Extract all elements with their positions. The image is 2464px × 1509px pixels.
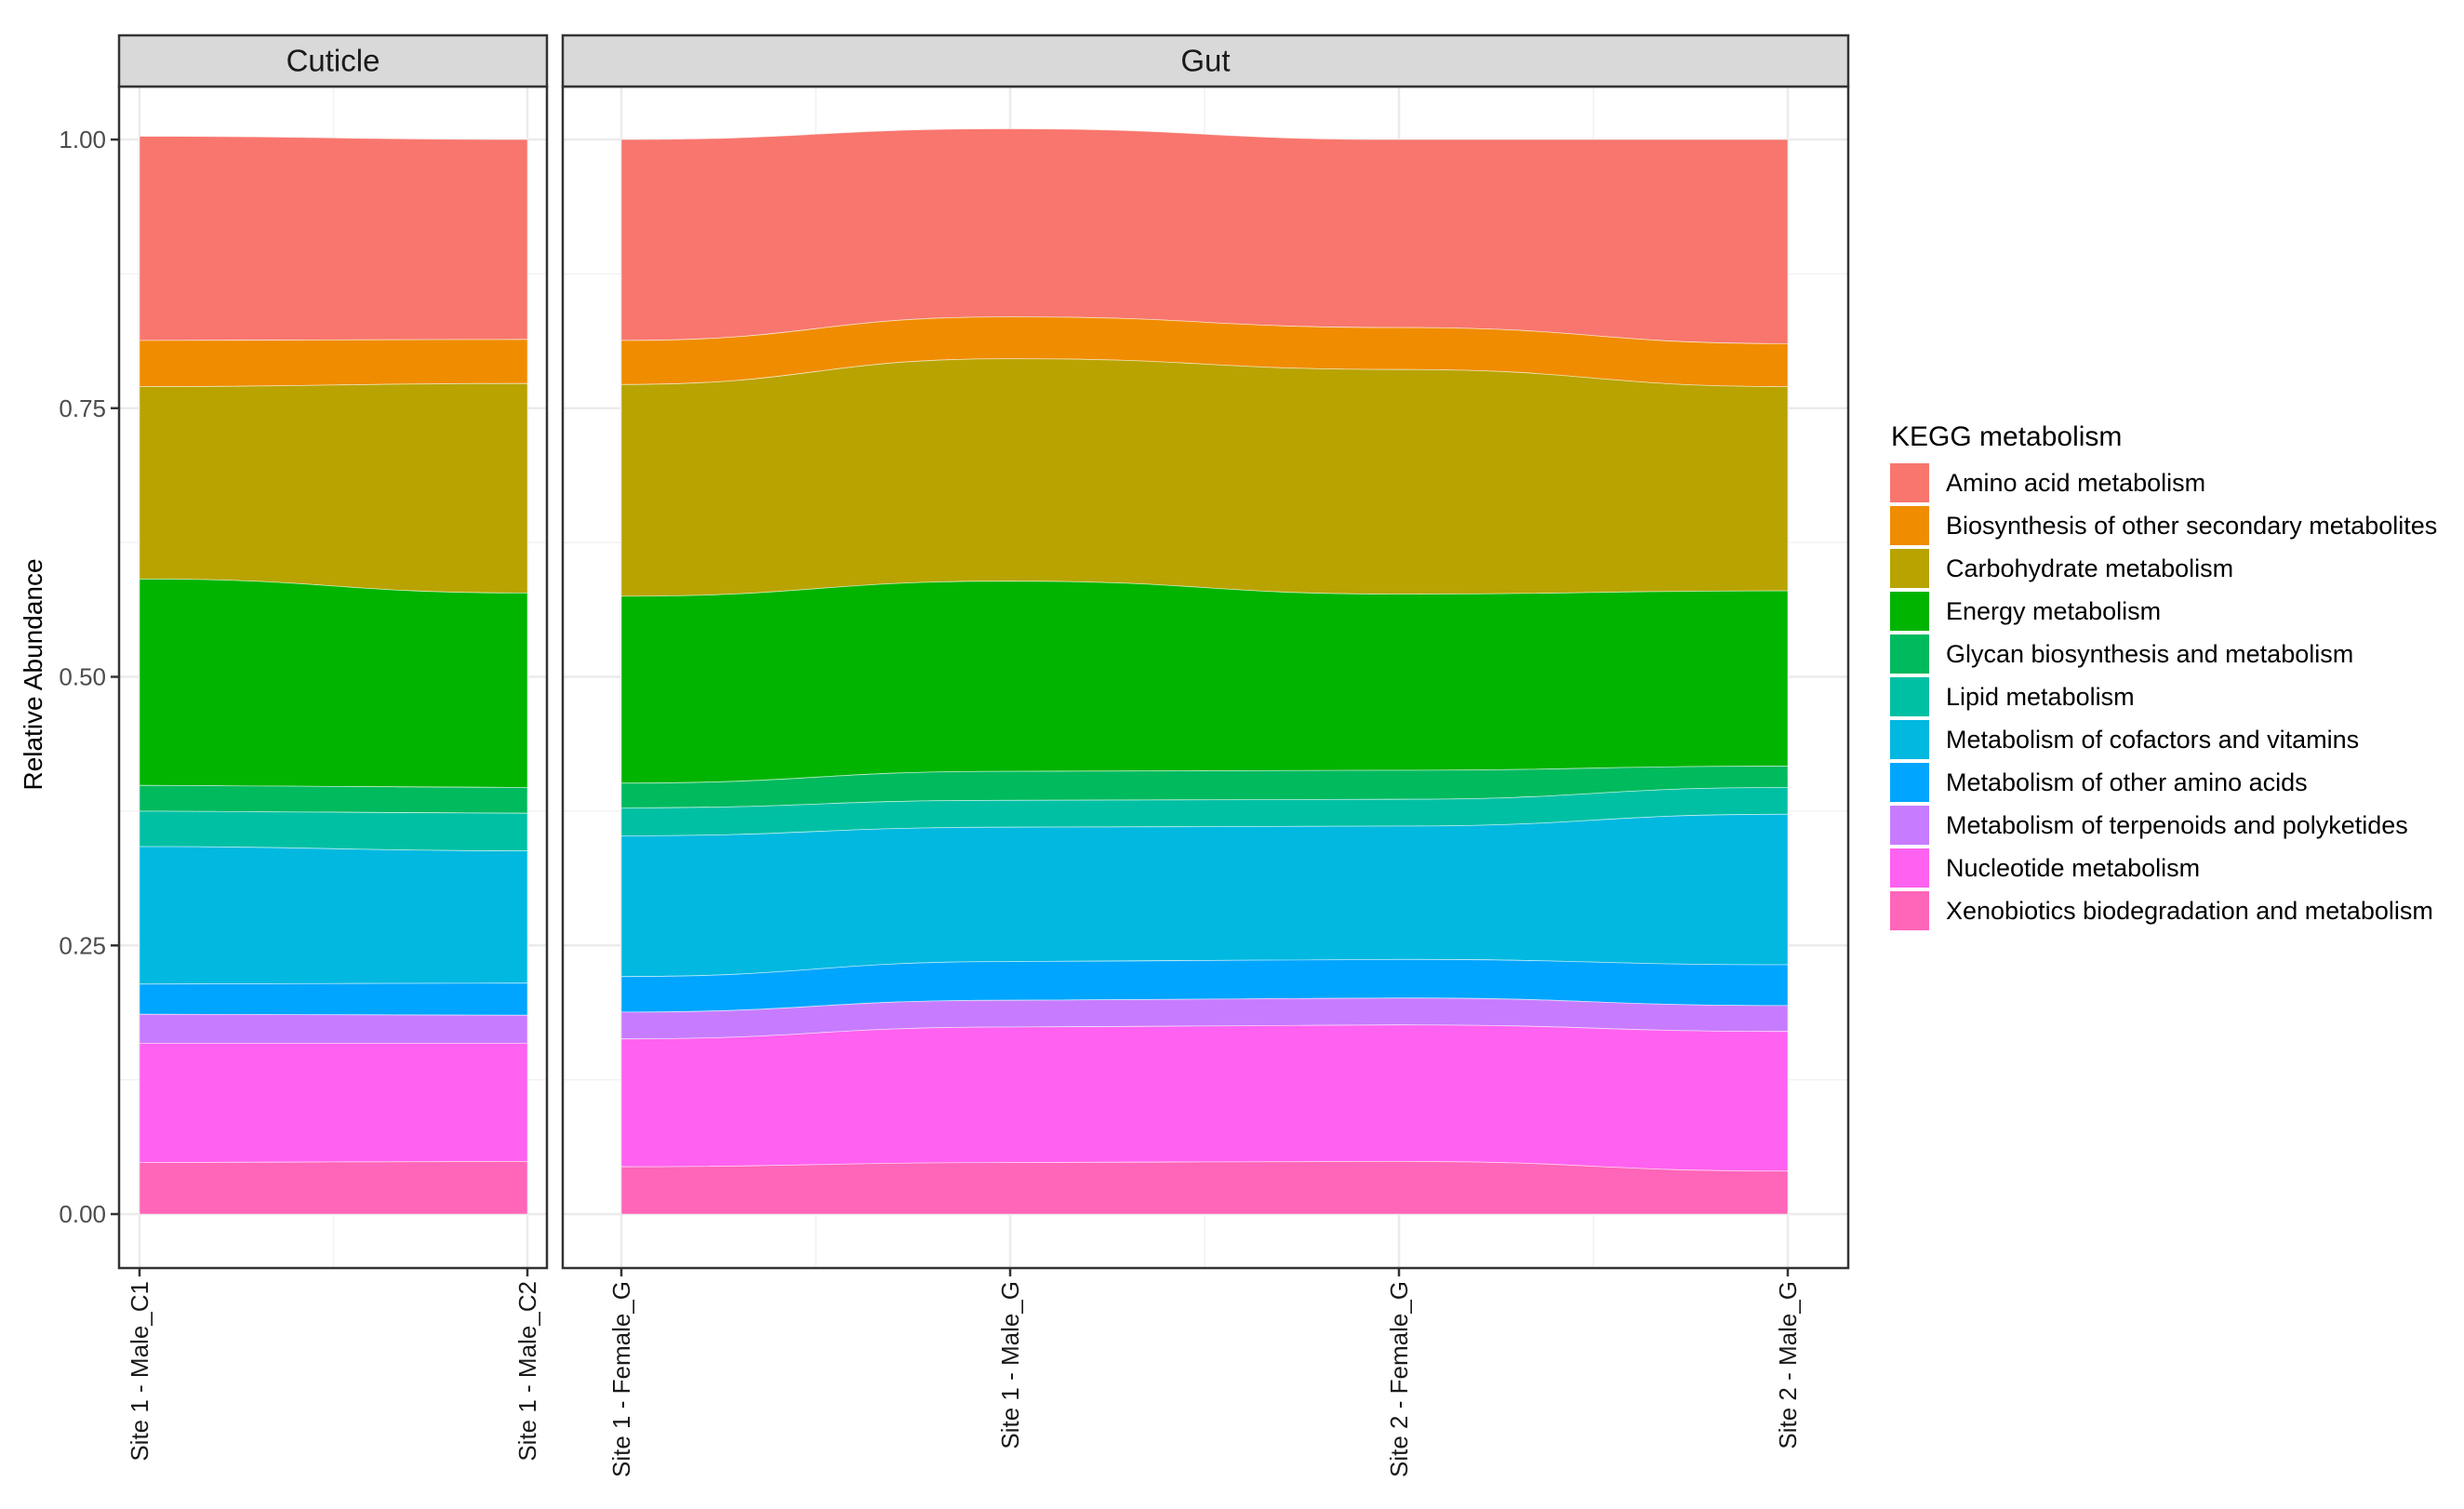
legend-title: KEGG metabolism bbox=[1891, 421, 2122, 452]
legend-label: Amino acid metabolism bbox=[1946, 469, 2205, 497]
y-tick-label: 0.50 bbox=[59, 663, 106, 691]
area-carbohydrate-metabolism bbox=[620, 358, 1789, 597]
x-tick-label: Site 1 - Female_G bbox=[607, 1281, 635, 1477]
area-amino-acid-metabolism bbox=[139, 136, 528, 341]
legend-key bbox=[1890, 677, 1929, 716]
legend-key bbox=[1890, 506, 1929, 545]
legend-item-amino-acid-metabolism: Amino acid metabolism bbox=[1890, 463, 2205, 502]
x-tick-label: Site 1 - Male_C2 bbox=[513, 1281, 541, 1462]
legend-item-carbohydrate-metabolism: Carbohydrate metabolism bbox=[1890, 549, 2233, 588]
x-tick-label: Site 2 - Male_G bbox=[1774, 1281, 1802, 1449]
area-xenobiotics-biodegradation-and-metabolism bbox=[620, 1160, 1789, 1215]
x-tick-label: Site 1 - Male_C1 bbox=[126, 1281, 153, 1462]
legend-item-nucleotide-metabolism: Nucleotide metabolism bbox=[1890, 848, 2200, 888]
facet-strip bbox=[561, 33, 1850, 88]
area-carbohydrate-metabolism bbox=[139, 382, 528, 594]
legend-key bbox=[1890, 848, 1929, 888]
legend-label: Energy metabolism bbox=[1946, 597, 2161, 625]
area-metabolism-of-terpenoids-and-polyketides bbox=[139, 1013, 528, 1044]
legend-item-lipid-metabolism: Lipid metabolism bbox=[1890, 677, 2135, 716]
legend-key bbox=[1890, 891, 1929, 930]
legend-label: Metabolism of terpenoids and polyketides bbox=[1946, 811, 2408, 839]
y-axis: 0.00 0.25 0.50 0.75 1.00 bbox=[59, 126, 119, 1228]
legend-label: Lipid metabolism bbox=[1946, 683, 2135, 711]
legend-label: Carbohydrate metabolism bbox=[1946, 554, 2233, 582]
legend-label: Metabolism of other amino acids bbox=[1946, 768, 2308, 796]
facet-strip-label: Gut bbox=[1180, 44, 1230, 78]
legend-key bbox=[1890, 634, 1929, 674]
legend-item-metabolism-of-cofactors-and-vitamins: Metabolism of cofactors and vitamins bbox=[1890, 720, 2359, 759]
legend-label: Glycan biosynthesis and metabolism bbox=[1946, 640, 2353, 668]
y-axis-title: Relative Abundance bbox=[19, 558, 47, 790]
area-nucleotide-metabolism bbox=[139, 1042, 528, 1164]
panel-cuticle: Cuticle Site 1 - Male_C1 Site 1 - Male_C2 bbox=[117, 33, 549, 1462]
x-tick-label: Site 1 - Male_G bbox=[996, 1281, 1024, 1449]
legend-key bbox=[1890, 720, 1929, 759]
legend: KEGG metabolism Amino acid metabolism Bio… bbox=[1890, 421, 2437, 930]
area-biosynthesis-of-other-secondary-metabolites bbox=[139, 339, 528, 388]
legend-item-metabolism-of-terpenoids-and-polyketides: Metabolism of terpenoids and polyketides bbox=[1890, 806, 2408, 845]
area-amino-acid-metabolism bbox=[620, 128, 1789, 344]
area-xenobiotics-biodegradation-and-metabolism bbox=[139, 1160, 528, 1215]
y-tick-label: 0.75 bbox=[59, 394, 106, 422]
panel-gut: Gut Site 1 - Female_G Site 1 - Male_G Site … bbox=[561, 33, 1850, 1477]
legend-item-glycan-biosynthesis-and-metabolism: Glycan biosynthesis and metabolism bbox=[1890, 634, 2353, 674]
legend-label: Metabolism of cofactors and vitamins bbox=[1946, 726, 2359, 754]
facet-strip-label: Cuticle bbox=[286, 44, 380, 78]
legend-item-xenobiotics-biodegradation-and-metabolism: Xenobiotics biodegradation and metabolis… bbox=[1890, 891, 2433, 930]
area-energy-metabolism bbox=[620, 581, 1789, 784]
y-tick-label: 0.00 bbox=[59, 1200, 106, 1228]
legend-item-metabolism-of-other-amino-acids: Metabolism of other amino acids bbox=[1890, 763, 2308, 802]
area-metabolism-of-cofactors-and-vitamins bbox=[620, 813, 1789, 978]
legend-key bbox=[1890, 549, 1929, 588]
legend-items: Amino acid metabolism Biosynthesis of oth… bbox=[1890, 463, 2437, 930]
area-lipid-metabolism bbox=[139, 810, 528, 852]
legend-item-energy-metabolism: Energy metabolism bbox=[1890, 592, 2161, 631]
y-tick-label: 0.25 bbox=[59, 931, 106, 959]
legend-label: Biosynthesis of other secondary metaboli… bbox=[1946, 512, 2437, 540]
legend-item-biosynthesis-of-other-secondary-metabolites: Biosynthesis of other secondary metaboli… bbox=[1890, 506, 2437, 545]
legend-label: Xenobiotics biodegradation and metabolis… bbox=[1946, 897, 2433, 925]
facet-panels: Cuticle Site 1 - Male_C1 Site 1 - Male_C2 G… bbox=[117, 33, 1850, 1477]
x-tick-label: Site 2 - Female_G bbox=[1385, 1281, 1413, 1477]
area-metabolism-of-cofactors-and-vitamins bbox=[139, 846, 528, 985]
y-tick-label: 1.00 bbox=[59, 126, 106, 154]
legend-key bbox=[1890, 763, 1929, 802]
facet-strip bbox=[117, 33, 549, 88]
area-glycan-biosynthesis-and-metabolism bbox=[139, 784, 528, 814]
legend-label: Nucleotide metabolism bbox=[1946, 854, 2200, 882]
area-metabolism-of-other-amino-acids bbox=[139, 982, 528, 1016]
legend-key bbox=[1890, 806, 1929, 845]
legend-key bbox=[1890, 592, 1929, 631]
area-energy-metabolism bbox=[139, 578, 528, 788]
area-nucleotide-metabolism bbox=[620, 1024, 1789, 1172]
legend-key bbox=[1890, 463, 1929, 502]
